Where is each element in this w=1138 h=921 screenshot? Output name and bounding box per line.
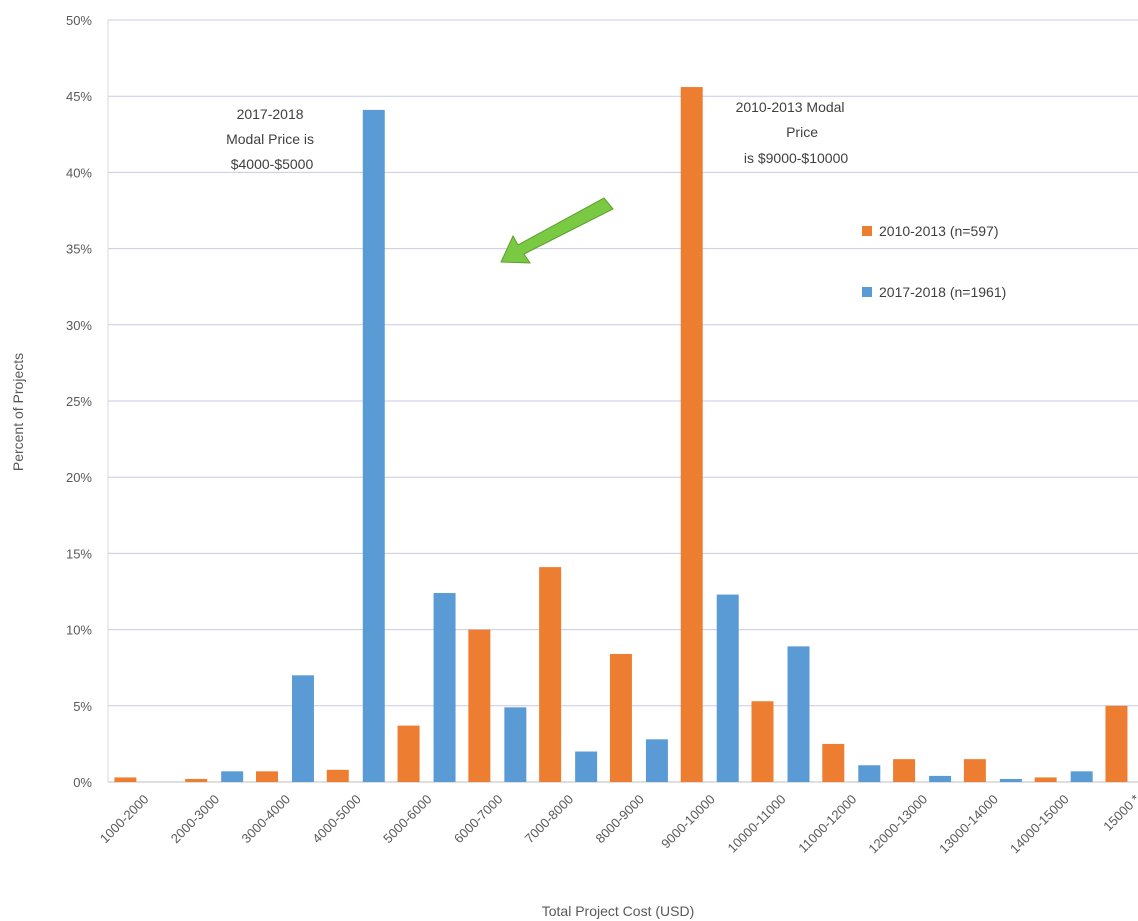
bar-2010-2013 [680,87,703,782]
x-tick-label: 13000-14000 [936,792,1001,857]
x-tick-label: 9000-10000 [658,792,718,852]
gridlines [107,19,1138,783]
bar-2010-2013 [185,778,208,782]
bar-2017-2018 [1070,771,1093,782]
x-axis-title: Total Project Cost (USD) [542,903,694,919]
x-tick-label: 14000-15000 [1007,792,1072,857]
annotation-2010-modal: 2010-2013 Modal Price is $9000-$10000 [736,99,849,166]
green-arrow-icon [500,197,614,264]
bar-2017-2018 [504,707,527,782]
bar-2017-2018 [645,739,668,782]
bar-2010-2013 [468,629,491,782]
bar-2017-2018 [291,675,314,782]
bar-2017-2018 [858,765,881,782]
bar-2010-2013 [539,567,562,782]
y-axis-ticks: 0% 5% 10% 15% 20% 25% 30% 35% 40% 45% 50% [66,13,92,790]
bar-2017-2018 [433,593,456,782]
annotation-2017-modal: 2017-2018 Modal Price is $4000-$5000 [226,106,318,172]
bar-2010-2013 [397,725,420,782]
y-tick-label: 10% [66,623,92,638]
legend-swatch-2010-2013 [862,226,872,236]
x-tick-label: 5000-6000 [380,792,435,847]
y-axis-title: Percent of Projects [10,353,26,471]
bar-2017-2018 [787,646,810,782]
bar-2010-2013 [255,771,278,782]
y-tick-label: 40% [66,165,92,180]
x-tick-label: 2000-3000 [168,792,223,847]
y-tick-label: 20% [66,470,92,485]
bar-2010-2013 [609,653,632,782]
bar-2017-2018 [999,778,1022,782]
x-tick-label: 15000 * [1100,792,1138,834]
x-tick-label: 8000-9000 [592,792,647,847]
x-axis-ticks: 1000-2000 2000-3000 3000-4000 4000-5000 5000… [97,792,1138,857]
bar-2017-2018 [929,775,952,782]
y-tick-label: 30% [66,318,92,333]
y-tick-label: 35% [66,242,92,257]
y-tick-label: 0% [73,775,92,790]
bar-2010-2013 [1105,705,1128,782]
y-tick-label: 25% [66,394,92,409]
bar-2010-2013 [326,769,349,782]
y-tick-label: 15% [66,546,92,561]
bar-2017-2018 [362,109,385,782]
bar-2010-2013 [751,701,774,782]
x-tick-label: 4000-5000 [309,792,364,847]
legend-label-2017-2018: 2017-2018 (n=1961) [879,284,1006,300]
bar-2010-2013 [114,777,137,782]
bar-2017-2018 [575,751,598,782]
bars [114,87,1128,782]
x-tick-label: 12000-13000 [865,792,930,857]
x-tick-label: 7000-8000 [522,792,577,847]
bar-2017-2018 [221,771,244,782]
legend-swatch-2017-2018 [862,287,872,297]
bar-2010-2013 [893,759,916,782]
x-tick-label: 6000-7000 [451,792,506,847]
x-tick-label: 10000-11000 [725,792,789,856]
bar-2010-2013 [822,743,845,782]
legend-label-2010-2013: 2010-2013 (n=597) [879,223,999,239]
x-tick-label: 11000-12000 [795,792,859,856]
y-tick-label: 45% [66,89,92,104]
bar-2010-2013 [963,759,986,782]
y-tick-label: 5% [73,699,92,714]
bar-2010-2013 [1034,777,1057,782]
legend: 2010-2013 (n=597) 2017-2018 (n=1961) [862,223,1006,300]
x-tick-label: 3000-4000 [239,792,294,847]
y-tick-label: 50% [66,13,92,28]
x-tick-label: 1000-2000 [97,792,152,847]
bar-2017-2018 [716,594,739,782]
